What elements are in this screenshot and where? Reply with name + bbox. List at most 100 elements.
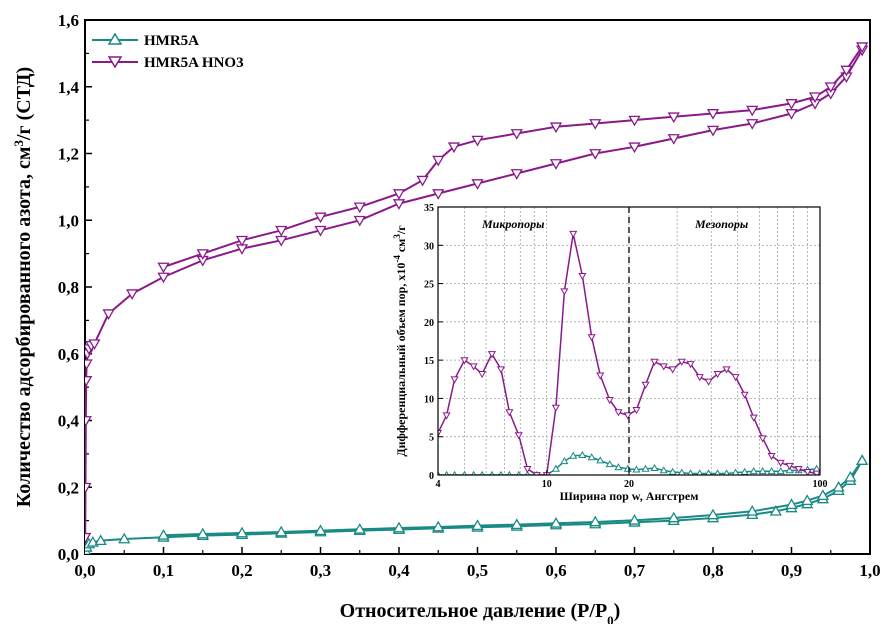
inset-y-tick-label: 20 [424,318,434,329]
region-label-micropores: Микропоры [481,217,544,231]
data-point-1-desorption [471,135,484,147]
data-point-1-adsorption [157,272,170,284]
inset-data-point-1 [650,358,659,366]
inset-data-point-1 [641,381,650,389]
inset-data-point-0 [614,463,623,471]
data-point-0-desorption [392,521,406,533]
data-point-0-desorption [856,454,869,465]
inset-data-point-0 [641,464,650,472]
inset-data-point-1 [551,404,560,412]
y-tick-label: 0,4 [58,412,80,431]
y-tick-label: 1,0 [58,211,79,230]
inset-data-point-0 [587,453,596,461]
data-point-0-desorption [235,526,249,538]
x-tick-label: 0,1 [153,561,174,580]
data-point-0-desorption [275,525,288,537]
inset-data-point-1 [496,366,506,374]
data-point-1-desorption [549,122,563,134]
legend-marker-triangle-up-icon [107,32,123,45]
data-point-0-adsorption [118,532,131,544]
data-point-1-desorption [275,225,288,237]
inset-data-point-0 [678,468,686,475]
inset-x-tick-label: 10 [542,479,552,490]
y-tick-label: 1,2 [58,145,79,164]
inset-data-point-0 [740,467,749,475]
y-tick-label: 0,6 [58,345,79,364]
data-point-1-adsorption [471,179,484,190]
inset-data-point-1 [587,334,596,342]
inset-data-point-1 [731,374,740,382]
data-point-0-desorption [832,480,845,492]
inset-data-point-0 [668,467,677,475]
data-point-0-desorption [471,519,484,531]
data-point-1-adsorption [746,119,759,130]
data-point-0-desorption [667,511,680,523]
data-point-1-desorption [856,42,869,54]
inset-data-point-1 [523,465,532,474]
data-point-1-adsorption [628,142,641,154]
data-point-1-desorption [157,262,170,274]
inset-data-point-0 [569,451,578,459]
inset-data-point-1 [713,371,722,379]
data-point-0-desorption [196,527,209,539]
data-point-1-adsorption [88,339,101,351]
x-tick-label: 1,0 [859,561,880,580]
inset-data-point-1 [605,397,614,405]
series-line-0-desorption [163,460,863,537]
inset-data-point-1 [776,459,785,467]
data-point-0-desorption [589,515,602,527]
data-point-1-desorption [824,82,837,94]
inset-data-point-1 [487,351,496,359]
legend: HMR5A HMR5A HNO3 [92,32,244,71]
inset-data-point-0 [731,468,740,475]
data-point-0-desorption [785,498,798,510]
inset-data-point-1 [614,409,623,417]
data-point-1-desorption [746,105,759,117]
data-point-1-adsorption [85,416,92,427]
inset-data-point-0 [632,465,641,473]
main-series-layer [85,42,869,554]
inset-data-point-0 [723,469,730,475]
data-point-1-desorption [628,115,641,127]
inset-data-point-0 [758,466,767,475]
x-tick-label: 0,2 [231,561,252,580]
inset-data-point-1 [695,374,704,382]
inset-data-point-0 [605,460,614,468]
inset-y-tick-label: 30 [424,241,434,252]
x-tick-label: 0,4 [388,561,410,580]
data-point-0-desorption [314,524,327,536]
data-point-1-adsorption [85,376,93,387]
inset-series-layer [438,230,820,475]
legend-marker-triangle-down-icon [107,56,123,69]
inset-x-axis-title: Ширина пор w, Ангстрем [560,489,699,503]
data-point-1-desorption [447,142,461,154]
inset-data-point-1 [469,363,478,371]
inset-data-point-1 [460,357,469,365]
data-point-1-adsorption [353,215,366,227]
data-point-1-adsorption [706,125,720,137]
data-point-1-desorption [196,249,209,260]
inset-y-tick-label: 5 [429,433,434,444]
data-point-1-adsorption [549,159,563,170]
data-point-1-adsorption [85,359,93,371]
inset-y-tick-label: 15 [424,356,434,367]
data-point-1-adsorption [432,189,445,200]
x-tick-label: 0,8 [702,561,723,580]
inset-y-tick-label: 0 [429,471,434,482]
x-tick-label: 0,5 [467,561,488,580]
data-point-1-adsorption [85,532,92,544]
inset-data-point-0 [705,469,712,475]
x-axis-title: Относительное давление (P/P0) [340,600,621,624]
inset-y-tick-label: 35 [424,203,434,214]
data-point-1-desorption [416,175,429,187]
inset-data-point-1 [438,429,443,438]
data-point-0-desorption [801,494,814,505]
inset-data-point-1 [668,366,677,374]
inset-data-point-0 [659,466,668,474]
inset-data-point-1 [794,465,803,474]
inset-data-point-1 [659,363,668,371]
data-point-1-desorption [314,212,327,224]
inset-data-point-1 [704,378,713,386]
data-point-0-adsorption [94,534,107,546]
data-point-1-desorption [353,202,366,214]
